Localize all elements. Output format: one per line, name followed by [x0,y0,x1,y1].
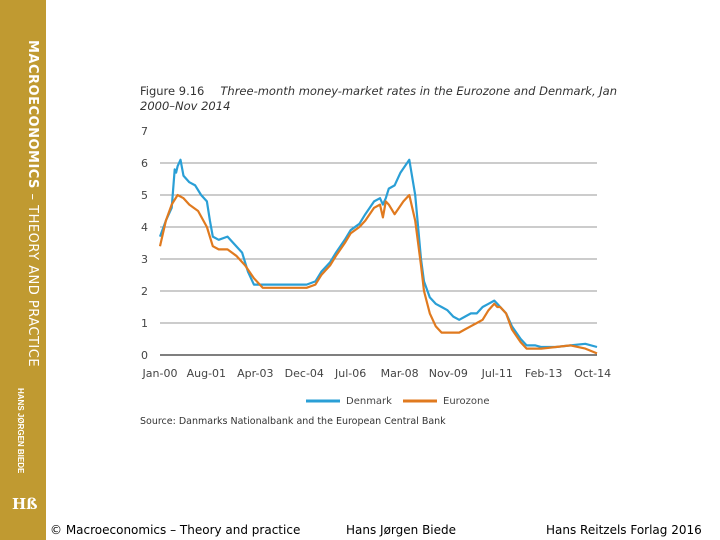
legend: Denmark Eurozone [306,396,490,407]
book-author: HANS JØRGEN BIEDE [16,388,25,474]
figure-title: Figure 9.16 Three-month money-market rate… [140,84,620,114]
series-layer [158,158,598,355]
x-tick-label: Jul-06 [334,367,366,380]
axis-layer: 0 1 2 3 4 5 6 7 Jan-00 Aug-01 Apr-03 Dec-04 Jul-06 Ma… [141,125,611,380]
x-tick-label: Jul-11 [481,367,513,380]
x-tick-label: Oct-14 [574,367,611,380]
y-tick-label: 4 [141,221,148,234]
y-tick-label: 3 [141,253,148,266]
y-tick-label: 5 [141,189,148,202]
footer: © Macroeconomics – Theory and practice H… [46,520,720,540]
book-title-sub: – THEORY AND PRACTICE [25,188,40,368]
grid-layer [160,162,597,324]
y-tick-label: 0 [141,349,148,362]
footer-copyright: © Macroeconomics – Theory and practice [50,523,301,537]
figure-caption: Three-month money-market rates in the Eu… [140,84,617,113]
x-tick-label: Feb-13 [525,367,562,380]
x-tick-label: Dec-04 [285,367,324,380]
legend-label-denmark: Denmark [346,396,392,407]
footer-author: Hans Jørgen Biede [346,523,457,537]
figure-source: Source: Danmarks Nationalbank and the Eu… [140,416,446,427]
book-title: MACROECONOMICS – THEORY AND PRACTICE [10,40,40,367]
x-tick-label: Nov-09 [429,367,468,380]
book-title-main: MACROECONOMICS [25,40,40,189]
legend-label-eurozone: Eurozone [443,396,490,407]
x-tick-label: Jan-00 [142,367,178,380]
series-line-eurozone [158,193,598,355]
x-tick-label: Mar-08 [381,367,419,380]
series-line-denmark [158,158,598,349]
y-tick-label: 1 [141,317,148,330]
y-tick-label: 2 [141,285,148,298]
footer-publisher: Hans Reitzels Forlag 2016 [546,523,702,537]
figure-label: Figure 9.16 [140,84,205,98]
publisher-logo-icon: Hß [12,495,38,513]
x-tick-label: Apr-03 [237,367,273,380]
y-tick-label: 7 [141,125,148,138]
y-tick-label: 6 [141,157,148,170]
sidebar: MACROECONOMICS – THEORY AND PRACTICE HAN… [0,0,46,540]
x-tick-label: Aug-01 [187,367,226,380]
